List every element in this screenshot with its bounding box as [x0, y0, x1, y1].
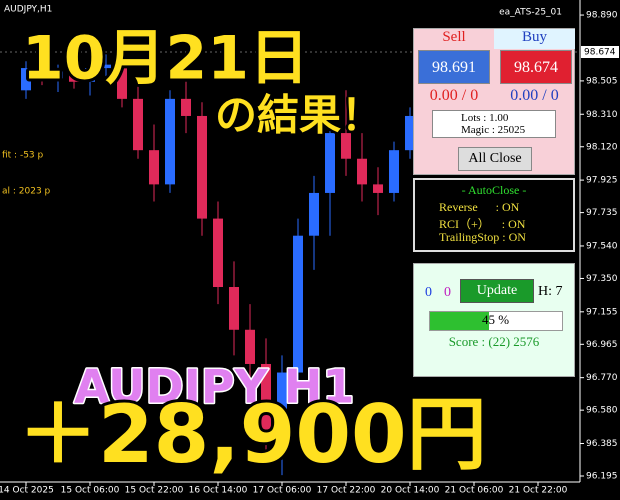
x-tick-label: 21 Oct 06:00	[445, 486, 504, 496]
y-tick-label: 97.155	[586, 307, 618, 317]
y-tick-label: 97.925	[586, 176, 618, 186]
left-label: al : 2023 p	[2, 187, 51, 197]
hours: H: 7	[538, 284, 563, 299]
count-b: 0	[444, 285, 451, 300]
candle-body	[133, 98, 143, 151]
candle-body	[21, 68, 31, 91]
y-tick-label: 96.965	[586, 340, 618, 350]
progress-track	[429, 311, 563, 331]
candle-body	[229, 287, 239, 330]
all-close-button[interactable]: All Close	[458, 147, 532, 171]
left-label: fit : -53 p	[2, 151, 44, 161]
candle-body	[101, 64, 111, 69]
trade-panel: Sell Buy 98.691 98.674 0.00 / 0 0.00 / 0…	[413, 28, 575, 175]
y-tick-label: 96.580	[586, 406, 618, 416]
candle-body	[373, 184, 383, 193]
candle-body	[325, 133, 335, 193]
overlay-date: 10月21日	[22, 24, 309, 94]
candle-body	[53, 71, 63, 79]
score-panel: 0 0 Update H: 7 45 % Score : (22) 2576	[413, 263, 575, 377]
candle-body	[117, 64, 127, 99]
buy-button[interactable]: 98.674	[500, 50, 572, 84]
y-tick-label: 96.195	[586, 472, 618, 482]
autoclose-row: RCI（+） : ON	[439, 217, 526, 231]
candle-body	[69, 71, 79, 82]
sell-label: Sell	[414, 29, 494, 49]
overlay-symbol: AUDJPY H1	[74, 360, 354, 414]
x-tick-label: 15 Oct 22:00	[125, 486, 184, 496]
autoclose-title: - AutoClose -	[461, 183, 527, 197]
sell-pl: 0.00 / 0	[429, 87, 479, 104]
y-tick-label: 98.505	[586, 76, 618, 86]
candle-body	[181, 98, 191, 116]
buy-label: Buy	[494, 29, 575, 49]
count-a: 0	[425, 285, 432, 300]
x-tick-label: 15 Oct 06:00	[61, 486, 120, 496]
y-tick-label: 97.735	[586, 208, 618, 218]
progress-fill	[430, 312, 490, 330]
autoclose-panel: - AutoClose - Reverse : ON RCI（+） : ON T…	[413, 178, 575, 252]
y-tick-label: 96.385	[586, 439, 618, 449]
x-tick-label: 16 Oct 14:00	[189, 486, 248, 496]
candle-body	[405, 115, 415, 151]
expert-name: ea_ATS-25_01	[499, 8, 562, 18]
overlay-profit: ＋28,900円	[18, 388, 487, 481]
info-box: Lots : 1.00 Magic : 25025	[432, 110, 556, 138]
y-tick-label: 98.310	[586, 110, 618, 120]
candle-body	[277, 372, 287, 433]
candle-body	[245, 329, 255, 364]
x-tick-label: 17 Oct 22:00	[317, 486, 376, 496]
lots: Lots : 1.00	[461, 112, 509, 124]
x-tick-label: 17 Oct 06:00	[253, 486, 312, 496]
candle-body	[165, 98, 175, 185]
candle-body	[309, 192, 319, 236]
sell-button[interactable]: 98.691	[418, 50, 490, 84]
current-price-box	[581, 45, 619, 58]
candle-body	[197, 115, 207, 219]
candle-body	[149, 150, 159, 185]
progress-label: 45 %	[482, 312, 510, 327]
y-tick-label: 96.770	[586, 373, 618, 383]
candle-body	[213, 218, 223, 288]
y-tick-label: 97.350	[586, 274, 618, 284]
candle-body	[357, 158, 367, 185]
x-tick-label: 21 Oct 22:00	[509, 486, 568, 496]
candle-body	[85, 68, 95, 82]
update-button[interactable]: Update	[460, 279, 534, 303]
candle-body	[389, 150, 399, 193]
candle-body	[37, 68, 47, 79]
candle-body	[261, 363, 271, 433]
y-tick-label: 97.540	[586, 241, 618, 251]
chart-title: AUDJPY,H1	[4, 5, 52, 15]
autoclose-row: Reverse : ON	[439, 200, 520, 214]
candle-body	[341, 133, 351, 159]
x-tick-label: 20 Oct 14:00	[381, 486, 440, 496]
overlay-result: の結果！	[215, 91, 383, 140]
candle-body	[293, 235, 303, 373]
current-price-label: 98.674	[584, 47, 616, 57]
buy-pl: 0.00 / 0	[510, 87, 559, 104]
score: Score : (22) 2576	[448, 334, 540, 349]
y-tick-label: 98.120	[586, 142, 618, 152]
magic: Magic : 25025	[461, 124, 526, 136]
x-tick-label: 14 Oct 2025	[0, 486, 54, 496]
y-tick-label: 98.890	[586, 11, 618, 21]
autoclose-row: TrailingStop : ON	[439, 230, 526, 244]
